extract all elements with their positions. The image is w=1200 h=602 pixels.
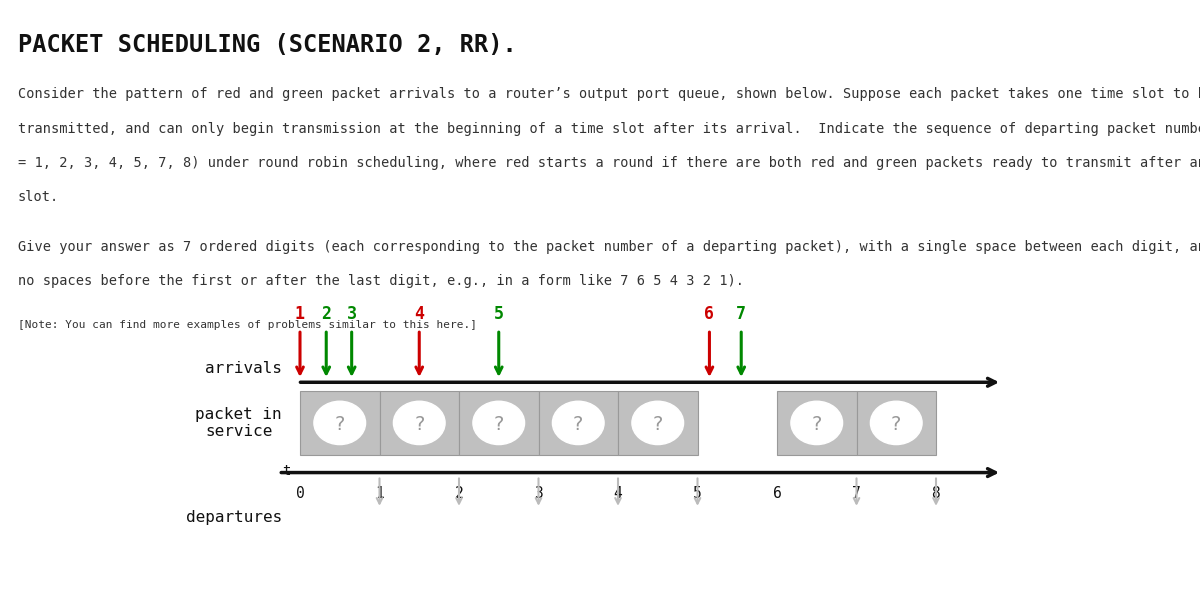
Text: 6: 6 [773,486,781,501]
Text: 1: 1 [376,486,384,501]
Text: no spaces before the first or after the last digit, e.g., in a form like 7 6 5 4: no spaces before the first or after the … [18,274,744,288]
Text: t: t [282,464,290,479]
Text: arrivals: arrivals [205,361,282,376]
Bar [857,391,936,455]
Ellipse shape [791,401,842,444]
Text: 5: 5 [694,486,702,501]
Text: 8: 8 [931,486,941,501]
Text: 6: 6 [704,305,714,323]
Text: ?: ? [335,415,344,433]
Text: ?: ? [493,415,504,433]
Ellipse shape [552,401,604,444]
Ellipse shape [632,401,684,444]
Text: packet in
service: packet in service [196,407,282,439]
Text: 3: 3 [347,305,356,323]
Bar [539,391,618,455]
Text: = 1, 2, 3, 4, 5, 7, 8) under round robin scheduling, where red starts a round if: = 1, 2, 3, 4, 5, 7, 8) under round robin… [18,156,1200,170]
Ellipse shape [314,401,366,444]
Bar [379,391,458,455]
Text: ?: ? [892,415,901,433]
Text: slot.: slot. [18,190,59,204]
Text: PACKET SCHEDULING (SCENARIO 2, RR).: PACKET SCHEDULING (SCENARIO 2, RR). [18,33,517,57]
Ellipse shape [473,401,524,444]
Text: transmitted, and can only begin transmission at the beginning of a time slot aft: transmitted, and can only begin transmis… [18,122,1200,135]
Text: 5: 5 [493,305,504,323]
Text: Give your answer as 7 ordered digits (each corresponding to the packet number of: Give your answer as 7 ordered digits (ea… [18,240,1200,253]
Ellipse shape [870,401,922,444]
Text: 7: 7 [852,486,860,501]
Text: 3: 3 [534,486,542,501]
Text: 4: 4 [613,486,623,501]
Ellipse shape [394,401,445,444]
Text: 2: 2 [455,486,463,501]
Text: departures: departures [186,510,282,525]
Text: 2: 2 [322,305,331,323]
Text: 4: 4 [414,305,425,323]
Bar [300,391,379,455]
Text: Consider the pattern of red and green packet arrivals to a router’s output port : Consider the pattern of red and green pa… [18,87,1200,101]
Text: 1: 1 [295,305,305,323]
Bar [458,391,539,455]
Text: ?: ? [574,415,583,433]
Text: 0: 0 [295,486,305,501]
Bar [778,391,857,455]
Text: 7: 7 [737,305,746,323]
Text: ?: ? [653,415,662,433]
Text: ?: ? [811,415,822,433]
Text: ?: ? [414,415,425,433]
Text: [Note: You can find more examples of problems similar to this here.]: [Note: You can find more examples of pro… [18,320,478,330]
Bar [618,391,697,455]
